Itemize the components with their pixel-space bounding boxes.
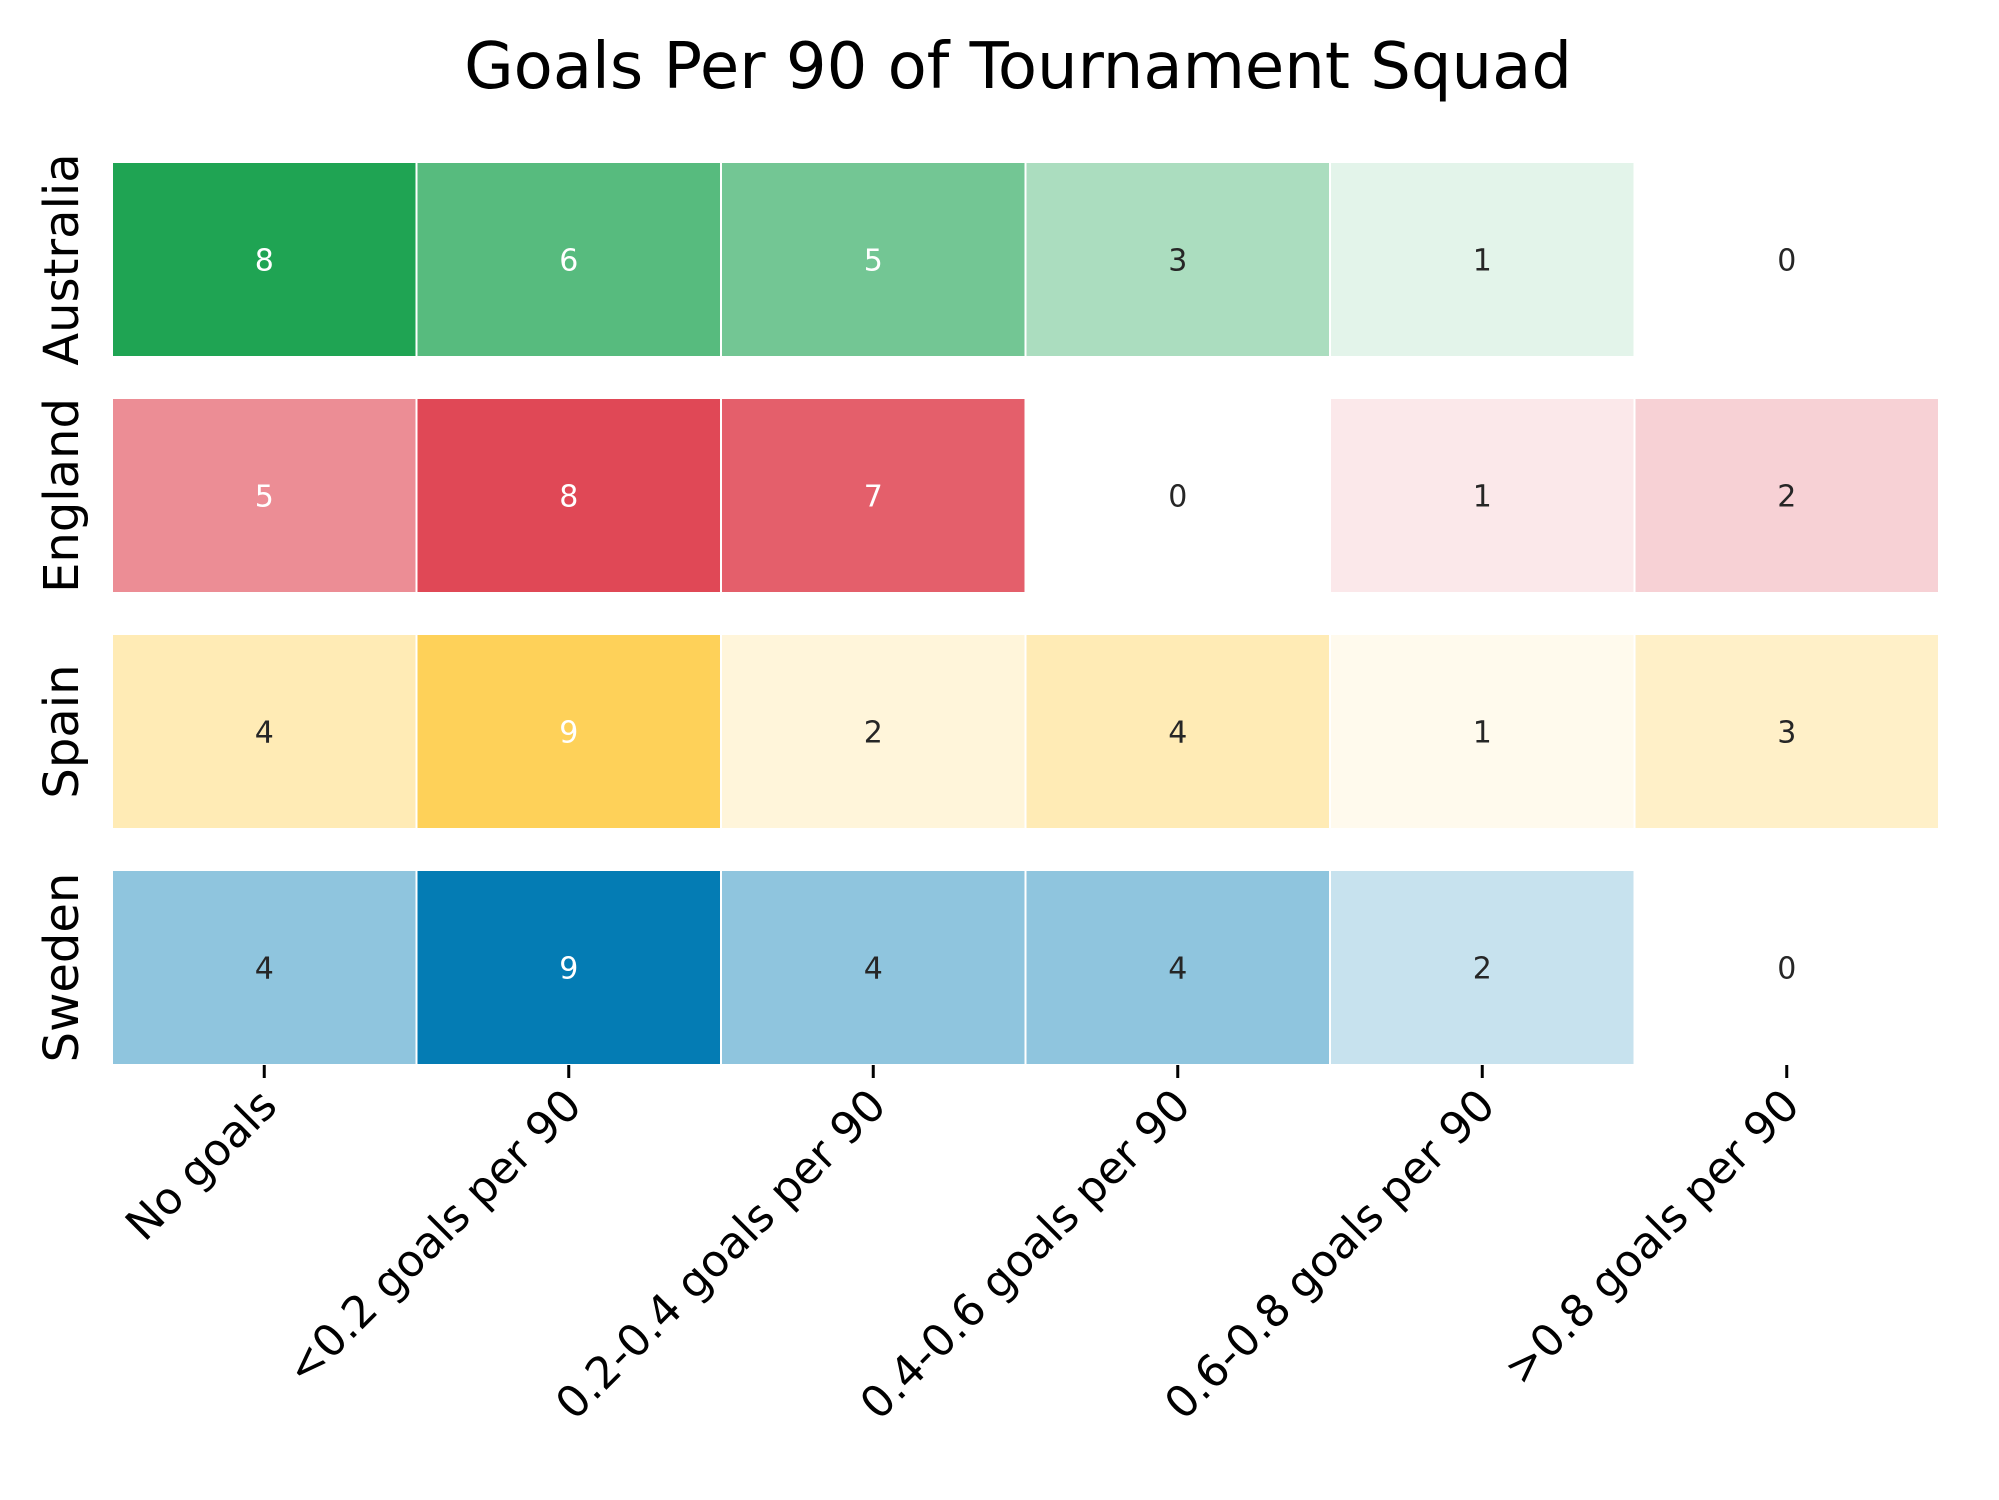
cell-value-label: 9 <box>559 716 578 751</box>
cell-value-label: 6 <box>559 244 578 279</box>
cell-value-label: 5 <box>255 480 274 515</box>
heatmap-cell-sweden-5 <box>1331 871 1634 1064</box>
heatmap-cell-spain-3 <box>722 635 1025 828</box>
cell-value-label: 8 <box>255 244 274 279</box>
cell-value-label: 1 <box>1473 480 1492 515</box>
heatmap-cell-england-2 <box>417 399 720 592</box>
cell-value-label: 3 <box>1168 244 1187 279</box>
heatmap-cell-spain-4 <box>1026 635 1329 828</box>
cell-value-label: 8 <box>559 480 578 515</box>
cell-value-label: 4 <box>1168 952 1187 987</box>
cell-value-label: 4 <box>255 716 274 751</box>
heatmap-cell-england-1 <box>113 399 416 592</box>
row-label-spain: Spain <box>34 664 90 798</box>
cell-value-label: 0 <box>1777 244 1796 279</box>
heatmap-cell-sweden-1 <box>113 871 416 1064</box>
heatmap-cell-australia-3 <box>722 163 1025 356</box>
cell-value-label: 0 <box>1777 952 1796 987</box>
heatmap-cell-sweden-2 <box>417 871 720 1064</box>
heatmap-cell-australia-5 <box>1331 163 1634 356</box>
heatmap-cell-england-5 <box>1331 399 1634 592</box>
chart-title: Goals Per 90 of Tournament Squad <box>464 30 1572 104</box>
cell-value-label: 7 <box>864 480 883 515</box>
cell-value-label: 2 <box>1473 952 1492 987</box>
row-label-england: England <box>34 398 90 593</box>
heatmap-cell-england-6 <box>1635 399 1938 592</box>
heatmap-cell-sweden-4 <box>1026 871 1329 1064</box>
heatmap-cell-sweden-6 <box>1635 871 1938 1064</box>
heatmap-cell-sweden-3 <box>722 871 1025 1064</box>
row-labels: Australia England Spain Sweden <box>34 153 90 1062</box>
heatmap-cells: 8 6 5 3 1 0 5 8 7 0 1 2 4 9 2 4 1 3 4 9 4 4 2 0 <box>113 163 1938 1064</box>
heatmap-cell-spain-6 <box>1635 635 1938 828</box>
heatmap-cell-australia-2 <box>417 163 720 356</box>
cell-value-label: 4 <box>1168 716 1187 751</box>
cell-value-label: 1 <box>1473 244 1492 279</box>
heatmap-cell-australia-4 <box>1026 163 1329 356</box>
cell-value-label: 2 <box>864 716 883 751</box>
cell-value-label: 9 <box>559 952 578 987</box>
heatmap-cell-spain-1 <box>113 635 416 828</box>
heatmap-cell-australia-6 <box>1635 163 1938 356</box>
heatmap-cell-england-3 <box>722 399 1025 592</box>
cell-value-label: 0 <box>1168 480 1187 515</box>
cell-value-label: 3 <box>1777 716 1796 751</box>
cell-value-label: 5 <box>864 244 883 279</box>
heatmap-cell-spain-2 <box>417 635 720 828</box>
cell-value-label: 4 <box>864 952 883 987</box>
cell-value-label: 4 <box>255 952 274 987</box>
row-label-sweden: Sweden <box>34 873 90 1063</box>
row-label-australia: Australia <box>34 153 90 365</box>
heatmap-cell-spain-5 <box>1331 635 1634 828</box>
column-ticks <box>262 1065 1789 1078</box>
heatmap-cell-england-4 <box>1026 399 1329 592</box>
heatmap-cell-australia-1 <box>113 163 416 356</box>
cell-value-label: 2 <box>1777 480 1796 515</box>
cell-value-label: 1 <box>1473 716 1492 751</box>
